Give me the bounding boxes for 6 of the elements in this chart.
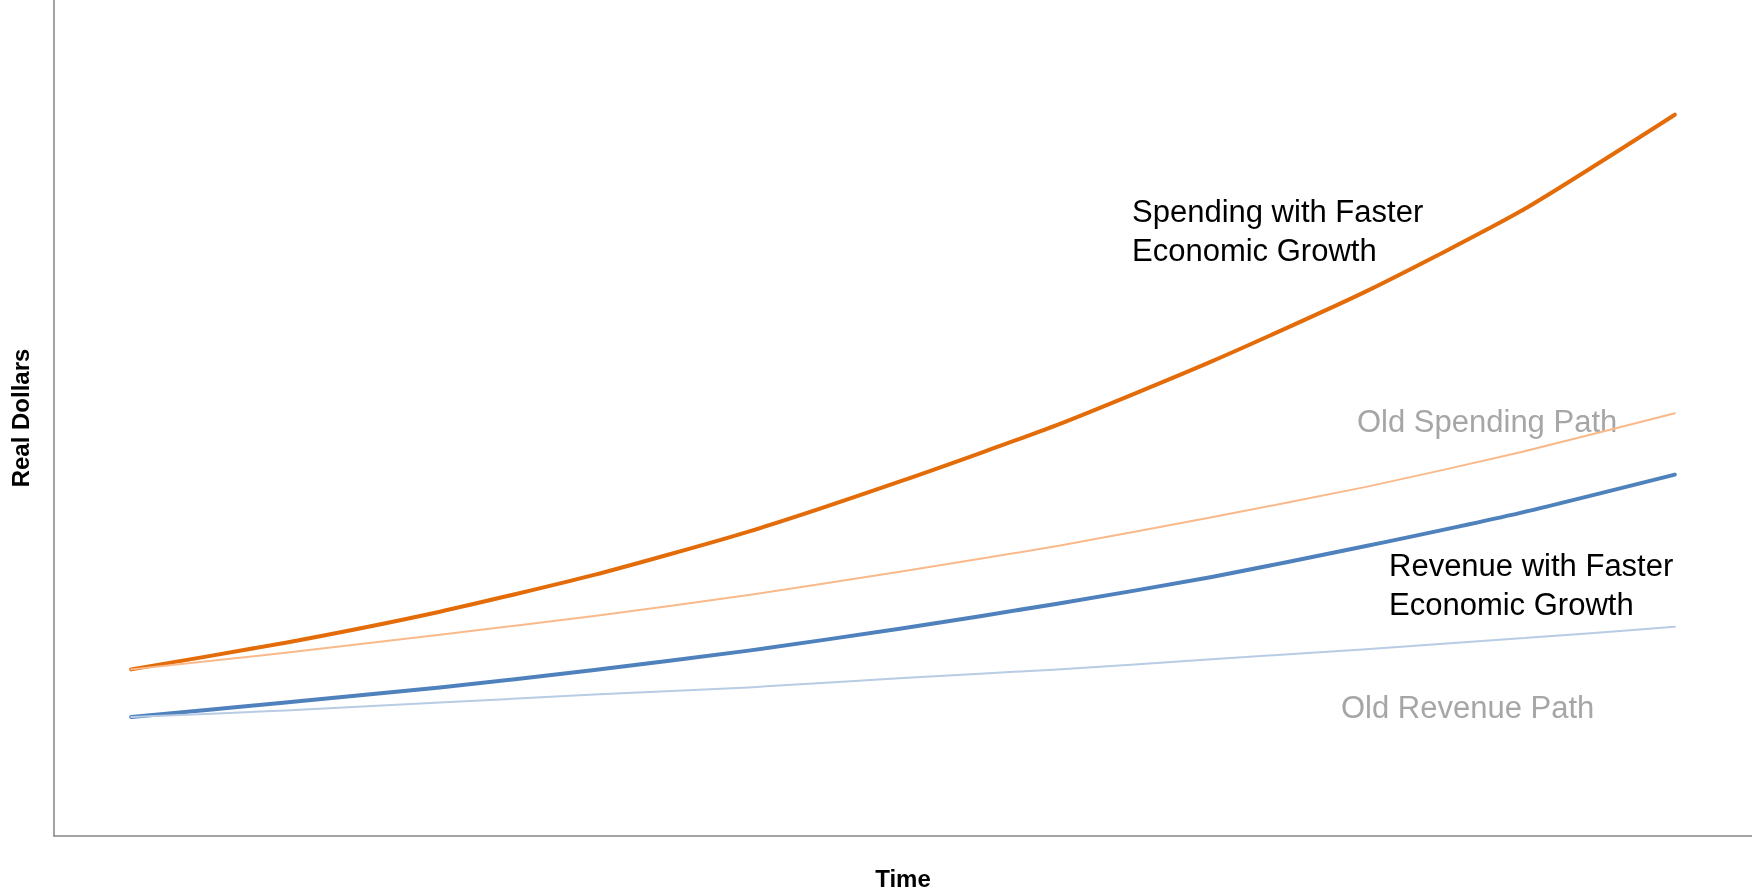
y-axis-title: Real Dollars: [6, 348, 34, 488]
series-label: Old Revenue Path: [1341, 690, 1595, 725]
series-label: Old Spending Path: [1357, 404, 1618, 439]
x-axis-title: Time: [875, 864, 931, 892]
series-label: Spending with Faster Economic Growth: [1132, 194, 1432, 268]
series-label: Revenue with Faster Economic Growth: [1389, 548, 1682, 622]
